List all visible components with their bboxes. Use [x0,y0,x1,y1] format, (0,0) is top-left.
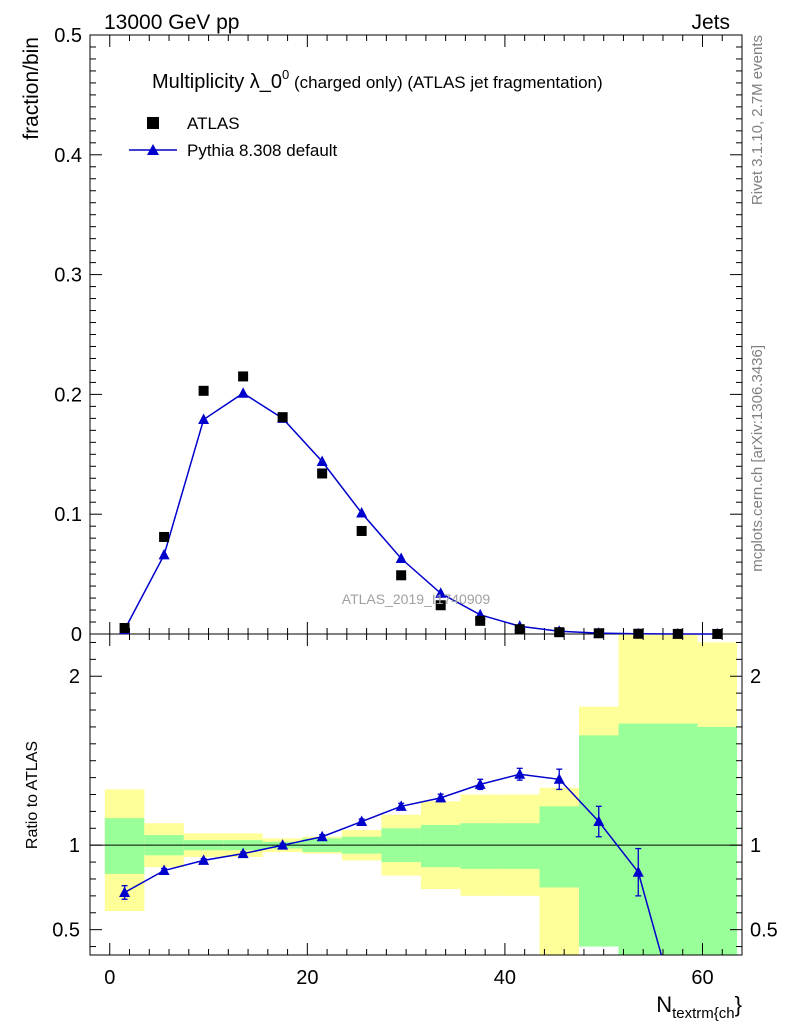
header-left: 13000 GeV pp [104,11,239,34]
ratio-y-tick-label: 0.5 [52,920,80,942]
x-axis-label-main: N [656,992,672,1017]
x-tick-label: 0 [104,967,115,989]
pythia-point [158,548,170,560]
ratio-y-tick-label: 1 [69,835,80,857]
ratio-point [198,854,210,865]
ratio-green-band [460,823,500,869]
pythia-line [123,392,718,635]
x-tick-label: 40 [494,967,516,989]
ratio-point [593,815,605,827]
main-plot-marks [119,371,723,639]
ratio-point [632,866,644,877]
legend-pythia-marker [147,144,159,155]
pythia-point [198,413,210,425]
side-label-bottom: mcplots.cern.ch [arXiv:1306.3436] [749,345,766,572]
ratio-point [553,773,565,784]
x-axis-label-sub: textrm{ch [672,1005,735,1022]
pythia-point [395,552,407,564]
atlas-point [435,600,446,611]
atlas-point [238,371,249,382]
x-axis-label-close: } [735,992,742,1017]
atlas-point [593,628,604,639]
atlas-point [712,628,723,639]
ratio-y-tick-label-right: 2 [750,666,761,688]
x-tick-label: 20 [296,967,318,989]
ratio-plot-frame: 0 20 40 60 0.5 0.5 1 1 2 2 [52,633,778,989]
ratio-green-band [539,806,579,888]
y-tick-label: 0.4 [54,145,82,167]
ratio-green-band [420,824,461,868]
y-axis-label: fraction/bin [20,37,43,140]
ratio-green-band [697,726,738,955]
ratio-point [316,830,328,842]
ratio-point [237,847,249,859]
side-label-top: Rivet 3.1.10, 2.7M events [749,35,766,205]
ratio-green-band [579,735,619,947]
atlas-point [356,525,367,536]
ratio-point [435,791,447,803]
atlas-point [159,531,170,542]
x-axis-label: Ntextrm{ch} [656,992,742,1022]
atlas-point [633,628,644,639]
legend-atlas-label: ATLAS [187,114,240,133]
pythia-point [316,455,328,466]
atlas-point [277,412,288,423]
y-tick-label: 0.5 [54,25,82,47]
chart-title-main: Multiplicity λ_0 [152,71,282,93]
ratio-plot-marks [119,767,663,955]
legend: ATLAS Pythia 8.308 default [129,114,338,160]
chart-title: Multiplicity λ_00 (charged only) (ATLAS … [152,67,603,93]
x-tick-label: 60 [691,967,713,989]
ratio-y-tick-label-right: 1 [750,835,761,857]
ratio-point [474,778,486,789]
ratio-green-band [499,823,540,869]
pythia-point [237,387,249,398]
legend-pythia-label: Pythia 8.308 default [187,141,338,160]
chart-title-sup: 0 [282,67,289,82]
ratio-green-band [104,818,145,874]
y-tick-label: 0 [71,624,82,646]
ratio-y-tick-label: 2 [69,666,80,688]
atlas-point [317,468,328,479]
ratio-point [395,800,407,811]
atlas-point [119,623,130,634]
ratio-point [158,864,170,876]
ratio-point [119,886,131,897]
y-tick-label: 0.1 [54,504,82,526]
y-tick-label: 0.3 [54,265,82,287]
watermark: ATLAS_2019_I1740909 [342,591,491,607]
main-plot-frame: 0 0.1 0.2 0.3 0.4 0.5 [54,25,743,646]
atlas-point [396,570,407,581]
chart-title-rest: (charged only) (ATLAS jet fragmentation) [289,73,602,92]
atlas-point [475,615,486,626]
ratio-y-axis-label: Ratio to ATLAS [24,741,41,849]
ratio-point [514,768,526,779]
header-right: Jets [691,11,730,34]
ratio-point [356,815,368,827]
ratio-green-band [658,723,698,955]
ratio-point [277,839,289,850]
ratio-y-tick-label-right: 0.5 [750,920,778,942]
legend-atlas-marker [147,117,159,129]
atlas-point [514,624,525,635]
y-tick-label: 0.2 [54,384,82,406]
atlas-point [554,627,565,638]
pythia-point [435,587,447,598]
atlas-point [198,385,209,396]
ratio-bands [104,634,738,955]
pythia-point [356,507,368,518]
ratio-green-band [618,723,659,955]
atlas-point [672,628,683,639]
